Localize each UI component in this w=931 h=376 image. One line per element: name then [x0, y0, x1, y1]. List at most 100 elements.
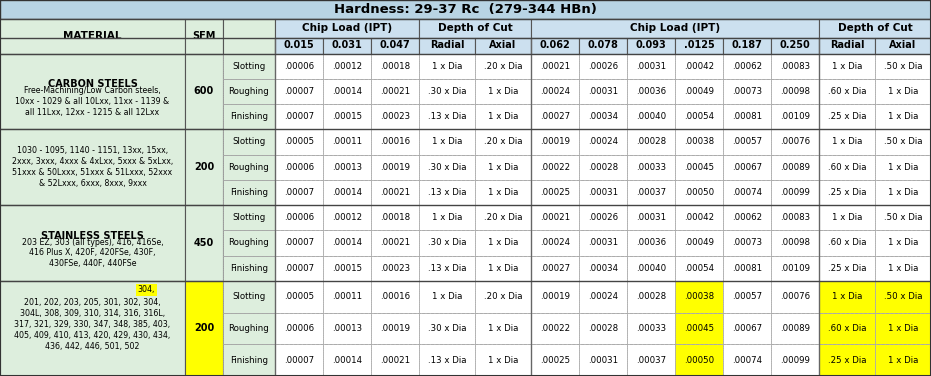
Text: 1 x Dia: 1 x Dia	[831, 62, 862, 71]
Text: Slotting: Slotting	[233, 137, 265, 146]
Bar	[323, 53, 371, 79]
Text: .00022: .00022	[540, 324, 570, 333]
Bar	[223, 230, 275, 256]
Text: .20 x Dia: .20 x Dia	[484, 62, 522, 71]
Text: 1 x Dia: 1 x Dia	[432, 62, 462, 71]
Bar	[579, 230, 627, 256]
Bar	[275, 281, 323, 312]
Text: .00031: .00031	[636, 213, 666, 222]
Text: .00021: .00021	[380, 87, 410, 96]
Bar	[723, 230, 771, 256]
Bar	[579, 155, 627, 180]
Text: .00049: .00049	[684, 87, 714, 96]
Bar	[723, 79, 771, 104]
Bar	[627, 129, 675, 155]
Bar	[531, 38, 579, 53]
Text: .50 x Dia: .50 x Dia	[884, 62, 923, 71]
Bar	[223, 19, 275, 53]
Bar	[275, 230, 323, 256]
Bar	[419, 38, 475, 53]
Text: .00027: .00027	[540, 112, 570, 121]
Text: Slotting: Slotting	[233, 292, 265, 301]
Text: .00027: .00027	[540, 264, 570, 273]
Text: .00067: .00067	[732, 324, 762, 333]
Bar	[136, 284, 156, 296]
Bar	[223, 344, 275, 376]
Bar	[323, 344, 371, 376]
Text: .00045: .00045	[684, 163, 714, 172]
Bar	[819, 180, 875, 205]
Text: .00007: .00007	[284, 238, 314, 247]
Bar	[223, 256, 275, 281]
Text: .25 x Dia: .25 x Dia	[828, 264, 866, 273]
Text: .00015: .00015	[332, 264, 362, 273]
Text: 0.015: 0.015	[284, 41, 315, 50]
Text: 1 x Dia: 1 x Dia	[432, 137, 462, 146]
Text: Roughing: Roughing	[229, 163, 269, 172]
Text: .00109: .00109	[780, 264, 810, 273]
Text: .00031: .00031	[588, 87, 618, 96]
Text: .00018: .00018	[380, 62, 410, 71]
Bar	[771, 230, 819, 256]
Bar	[275, 256, 323, 281]
Bar	[627, 312, 675, 344]
Text: 1 x Dia: 1 x Dia	[831, 137, 862, 146]
Text: .00021: .00021	[540, 213, 570, 222]
Text: .00036: .00036	[636, 238, 666, 247]
Bar	[275, 129, 323, 155]
Bar	[875, 38, 931, 53]
Text: .00022: .00022	[540, 163, 570, 172]
Bar	[723, 53, 771, 79]
Text: .00062: .00062	[732, 62, 762, 71]
Bar	[475, 312, 531, 344]
Bar	[819, 19, 931, 38]
Text: .00050: .00050	[684, 188, 714, 197]
Text: Depth of Cut: Depth of Cut	[838, 23, 912, 33]
Bar	[531, 180, 579, 205]
Text: .00021: .00021	[380, 238, 410, 247]
Text: .00007: .00007	[284, 87, 314, 96]
Bar	[275, 38, 323, 53]
Bar	[819, 205, 875, 230]
Bar	[875, 79, 931, 104]
Bar	[275, 19, 419, 38]
Text: 1 x Dia: 1 x Dia	[831, 213, 862, 222]
Text: .00021: .00021	[540, 62, 570, 71]
Text: .00005: .00005	[284, 292, 314, 301]
Text: 1 x Dia: 1 x Dia	[888, 238, 918, 247]
Text: 450: 450	[194, 238, 214, 248]
Bar	[475, 281, 531, 312]
Bar	[223, 155, 275, 180]
Text: .00018: .00018	[380, 213, 410, 222]
Bar	[275, 79, 323, 104]
Bar	[675, 129, 723, 155]
Bar	[627, 79, 675, 104]
Bar	[419, 256, 475, 281]
Text: .25 x Dia: .25 x Dia	[828, 112, 866, 121]
Text: .00033: .00033	[636, 163, 666, 172]
Text: .30 x Dia: .30 x Dia	[427, 238, 466, 247]
Text: .00016: .00016	[380, 137, 410, 146]
Bar	[723, 180, 771, 205]
Bar	[323, 180, 371, 205]
Text: 1030 - 1095, 1140 - 1151, 13xx, 15xx,
2xxx, 3xxx, 4xxx & 4xLxx, 5xxx & 5xLxx,
51: 1030 - 1095, 1140 - 1151, 13xx, 15xx, 2x…	[12, 146, 173, 188]
Text: 1 x Dia: 1 x Dia	[888, 163, 918, 172]
Text: .13 x Dia: .13 x Dia	[427, 112, 466, 121]
Bar	[419, 104, 475, 129]
Text: .25 x Dia: .25 x Dia	[828, 356, 866, 365]
Text: .00040: .00040	[636, 264, 666, 273]
Bar	[627, 155, 675, 180]
Text: .30 x Dia: .30 x Dia	[427, 324, 466, 333]
Bar	[275, 53, 323, 79]
Text: Roughing: Roughing	[229, 238, 269, 247]
Text: .00013: .00013	[332, 324, 362, 333]
Bar	[531, 230, 579, 256]
Text: Chip Load (IPT): Chip Load (IPT)	[302, 23, 392, 33]
Text: Chip Load (IPT): Chip Load (IPT)	[630, 23, 720, 33]
Bar	[579, 281, 627, 312]
Text: 1 x Dia: 1 x Dia	[888, 356, 918, 365]
Text: .00076: .00076	[780, 137, 810, 146]
Bar	[723, 281, 771, 312]
Text: .00019: .00019	[380, 163, 410, 172]
Bar	[419, 19, 531, 38]
